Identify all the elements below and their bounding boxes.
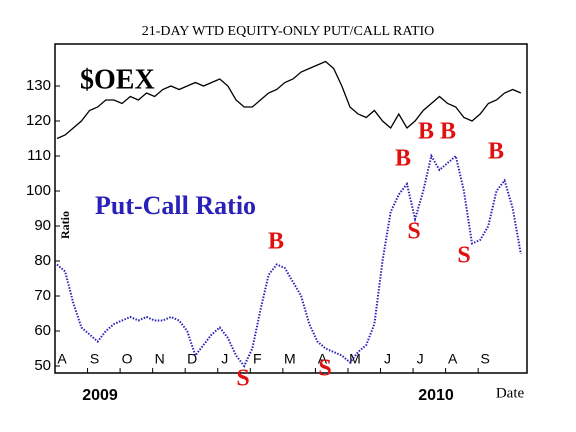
x-tick-label: O xyxy=(122,351,133,367)
x-tick-label: A xyxy=(448,351,458,367)
y-axis-label: Ratio xyxy=(58,211,72,239)
x-tick-label: D xyxy=(187,351,197,367)
series-line xyxy=(56,153,522,368)
plot-frame xyxy=(54,43,528,374)
annotation: B xyxy=(440,119,456,145)
x-tick-label: F xyxy=(253,351,262,367)
annotation: B xyxy=(488,139,504,165)
annotation: B xyxy=(268,229,284,255)
y-tick-label: 50 xyxy=(34,357,51,374)
x-tick-label: A xyxy=(57,351,67,367)
y-tick-label: 90 xyxy=(34,217,51,234)
year-label: 2009 xyxy=(82,387,118,404)
annotation: B xyxy=(418,119,434,145)
y-tick-label: 100 xyxy=(26,182,51,199)
chart-title: 21-DAY WTD EQUITY-ONLY PUT/CALL RATIO xyxy=(142,24,435,39)
y-tick-label: 70 xyxy=(34,287,51,304)
x-tick-label: N xyxy=(155,351,165,367)
y-tick-label: 60 xyxy=(34,322,51,339)
y-tick-label: 80 xyxy=(34,252,51,269)
annotation: B xyxy=(395,146,411,172)
x-tick-label: S xyxy=(481,351,490,367)
legend-entry: $OEX xyxy=(80,64,155,95)
y-tick-label: 120 xyxy=(26,112,51,129)
x-tick-label: J xyxy=(417,351,424,367)
annotation: S xyxy=(236,366,249,392)
x-tick-label: J xyxy=(384,351,391,367)
annotation: S xyxy=(457,243,470,269)
x-axis-label: Date xyxy=(496,385,525,401)
x-tick-label: M xyxy=(349,351,361,367)
y-tick-label: 130 xyxy=(26,77,51,94)
legend-entry: Put-Call Ratio xyxy=(95,191,256,220)
year-label: 2010 xyxy=(418,387,454,404)
x-tick-label: S xyxy=(90,351,99,367)
x-tick-label: M xyxy=(284,351,296,367)
x-tick-label: A xyxy=(318,351,328,367)
x-tick-label: J xyxy=(221,351,228,367)
y-tick-label: 110 xyxy=(27,147,51,164)
annotation: S xyxy=(318,356,331,382)
annotation: S xyxy=(407,219,420,245)
series-line xyxy=(56,60,522,140)
